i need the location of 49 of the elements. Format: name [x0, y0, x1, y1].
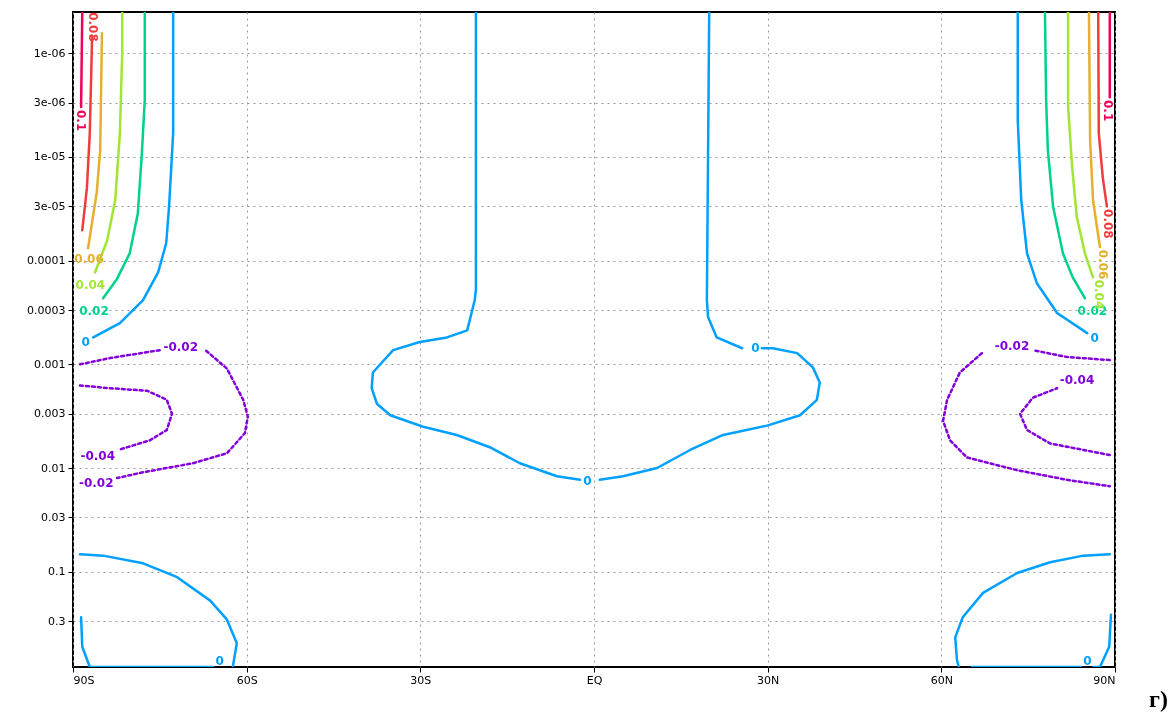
- series-label: -0.04: [1059, 373, 1095, 388]
- x-tick-label: 30N: [757, 673, 780, 687]
- line-series: [115, 349, 250, 480]
- line-series: [1087, 12, 1102, 249]
- series-label: -0.02: [994, 338, 1030, 353]
- series-label: 0: [215, 653, 224, 668]
- y-tick-label: 0.0001: [27, 254, 66, 268]
- y-tick-label: 1e-06: [33, 46, 66, 60]
- line-series: [705, 12, 744, 350]
- series-label: 0: [583, 473, 592, 488]
- line-series: [1043, 12, 1087, 300]
- series-label: -0.02: [163, 339, 199, 354]
- y-tick-label: 0.1: [48, 565, 66, 579]
- text: 0.08: [85, 12, 100, 42]
- y-tick-label: 3e-05: [33, 199, 66, 213]
- x-tick-label: EQ: [586, 673, 603, 687]
- y-tick-label: 0.01: [41, 461, 66, 475]
- y-tick-label: 0.0003: [27, 303, 66, 317]
- y-tick-label: 0.003: [34, 407, 66, 421]
- line-series: [953, 553, 1112, 667]
- y-tick-label: 1e-05: [33, 150, 66, 164]
- text: г): [1149, 686, 1168, 713]
- y-tick-label: 0.3: [48, 614, 66, 628]
- series-label: 0: [1083, 653, 1092, 668]
- x-tick-label: 30S: [410, 673, 432, 687]
- series-label: 0: [81, 334, 90, 349]
- series-label: 0.02: [79, 303, 109, 318]
- series-label: 0.04: [75, 277, 106, 292]
- line-series: [370, 12, 582, 482]
- x-tick-label: 60S: [236, 673, 258, 687]
- y-tick-label: 3e-06: [33, 96, 66, 110]
- series-label: -0.04: [80, 449, 116, 464]
- line-series: [1066, 12, 1095, 279]
- line-series: [941, 351, 1112, 488]
- text: 0.1: [1100, 100, 1115, 122]
- line-series: [1018, 386, 1112, 457]
- series-label: 0: [1090, 331, 1099, 346]
- x-tick-label: 60N: [930, 673, 953, 687]
- text: 0.08: [1100, 209, 1115, 239]
- y-tick-label: 0.03: [41, 510, 66, 524]
- line-series: [78, 553, 239, 667]
- x-tick-label: 90S: [73, 673, 95, 687]
- y-tick-label: 0.001: [34, 357, 66, 371]
- x-tick-label: 90N: [1093, 673, 1116, 687]
- series-label: 0: [751, 341, 760, 356]
- line-series: [78, 384, 174, 452]
- series-label: -0.02: [78, 475, 114, 490]
- text: 0.1: [73, 109, 88, 132]
- text: 0.06: [1095, 249, 1110, 280]
